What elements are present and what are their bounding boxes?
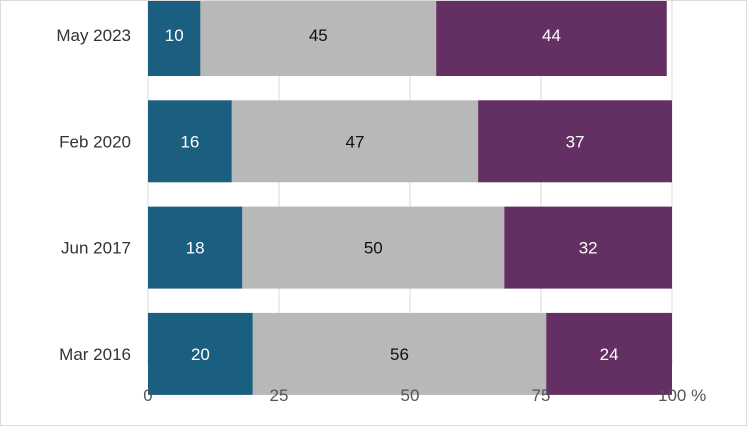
bar-segment: [478, 100, 672, 183]
bar-segment: [200, 0, 437, 76]
bar-segment: [148, 206, 243, 289]
category-label: May 2023: [56, 26, 131, 45]
bar-segment: [231, 100, 479, 183]
data-label: 20: [191, 345, 210, 364]
data-label: 16: [180, 132, 199, 151]
x-tick-label: 75: [532, 386, 551, 405]
category-label: Mar 2016: [59, 345, 131, 364]
data-label: 56: [390, 345, 409, 364]
bar-segment: [504, 206, 672, 289]
bar-segment: [148, 0, 201, 76]
bar-segment: [148, 312, 253, 395]
bar-segment: [148, 100, 232, 183]
x-tick-label: 0: [143, 386, 152, 405]
bar-segment: [436, 0, 667, 76]
data-label: 44: [542, 26, 561, 45]
data-label: 10: [165, 26, 184, 45]
data-label: 18: [186, 239, 205, 258]
data-label: 47: [346, 132, 365, 151]
category-label: Jun 2017: [61, 239, 131, 258]
bar-segment: [546, 312, 672, 395]
data-label: 37: [566, 132, 585, 151]
bar-segment: [252, 312, 547, 395]
data-label: 45: [309, 26, 328, 45]
data-label: 24: [600, 345, 619, 364]
x-tick-label: 50: [401, 386, 420, 405]
x-tick-label: 25: [270, 386, 289, 405]
bar-segment: [242, 206, 505, 289]
data-label: 50: [364, 239, 383, 258]
data-label: 32: [579, 239, 598, 258]
x-tick-label: 100 %: [658, 386, 706, 405]
category-label: Feb 2020: [59, 132, 131, 151]
